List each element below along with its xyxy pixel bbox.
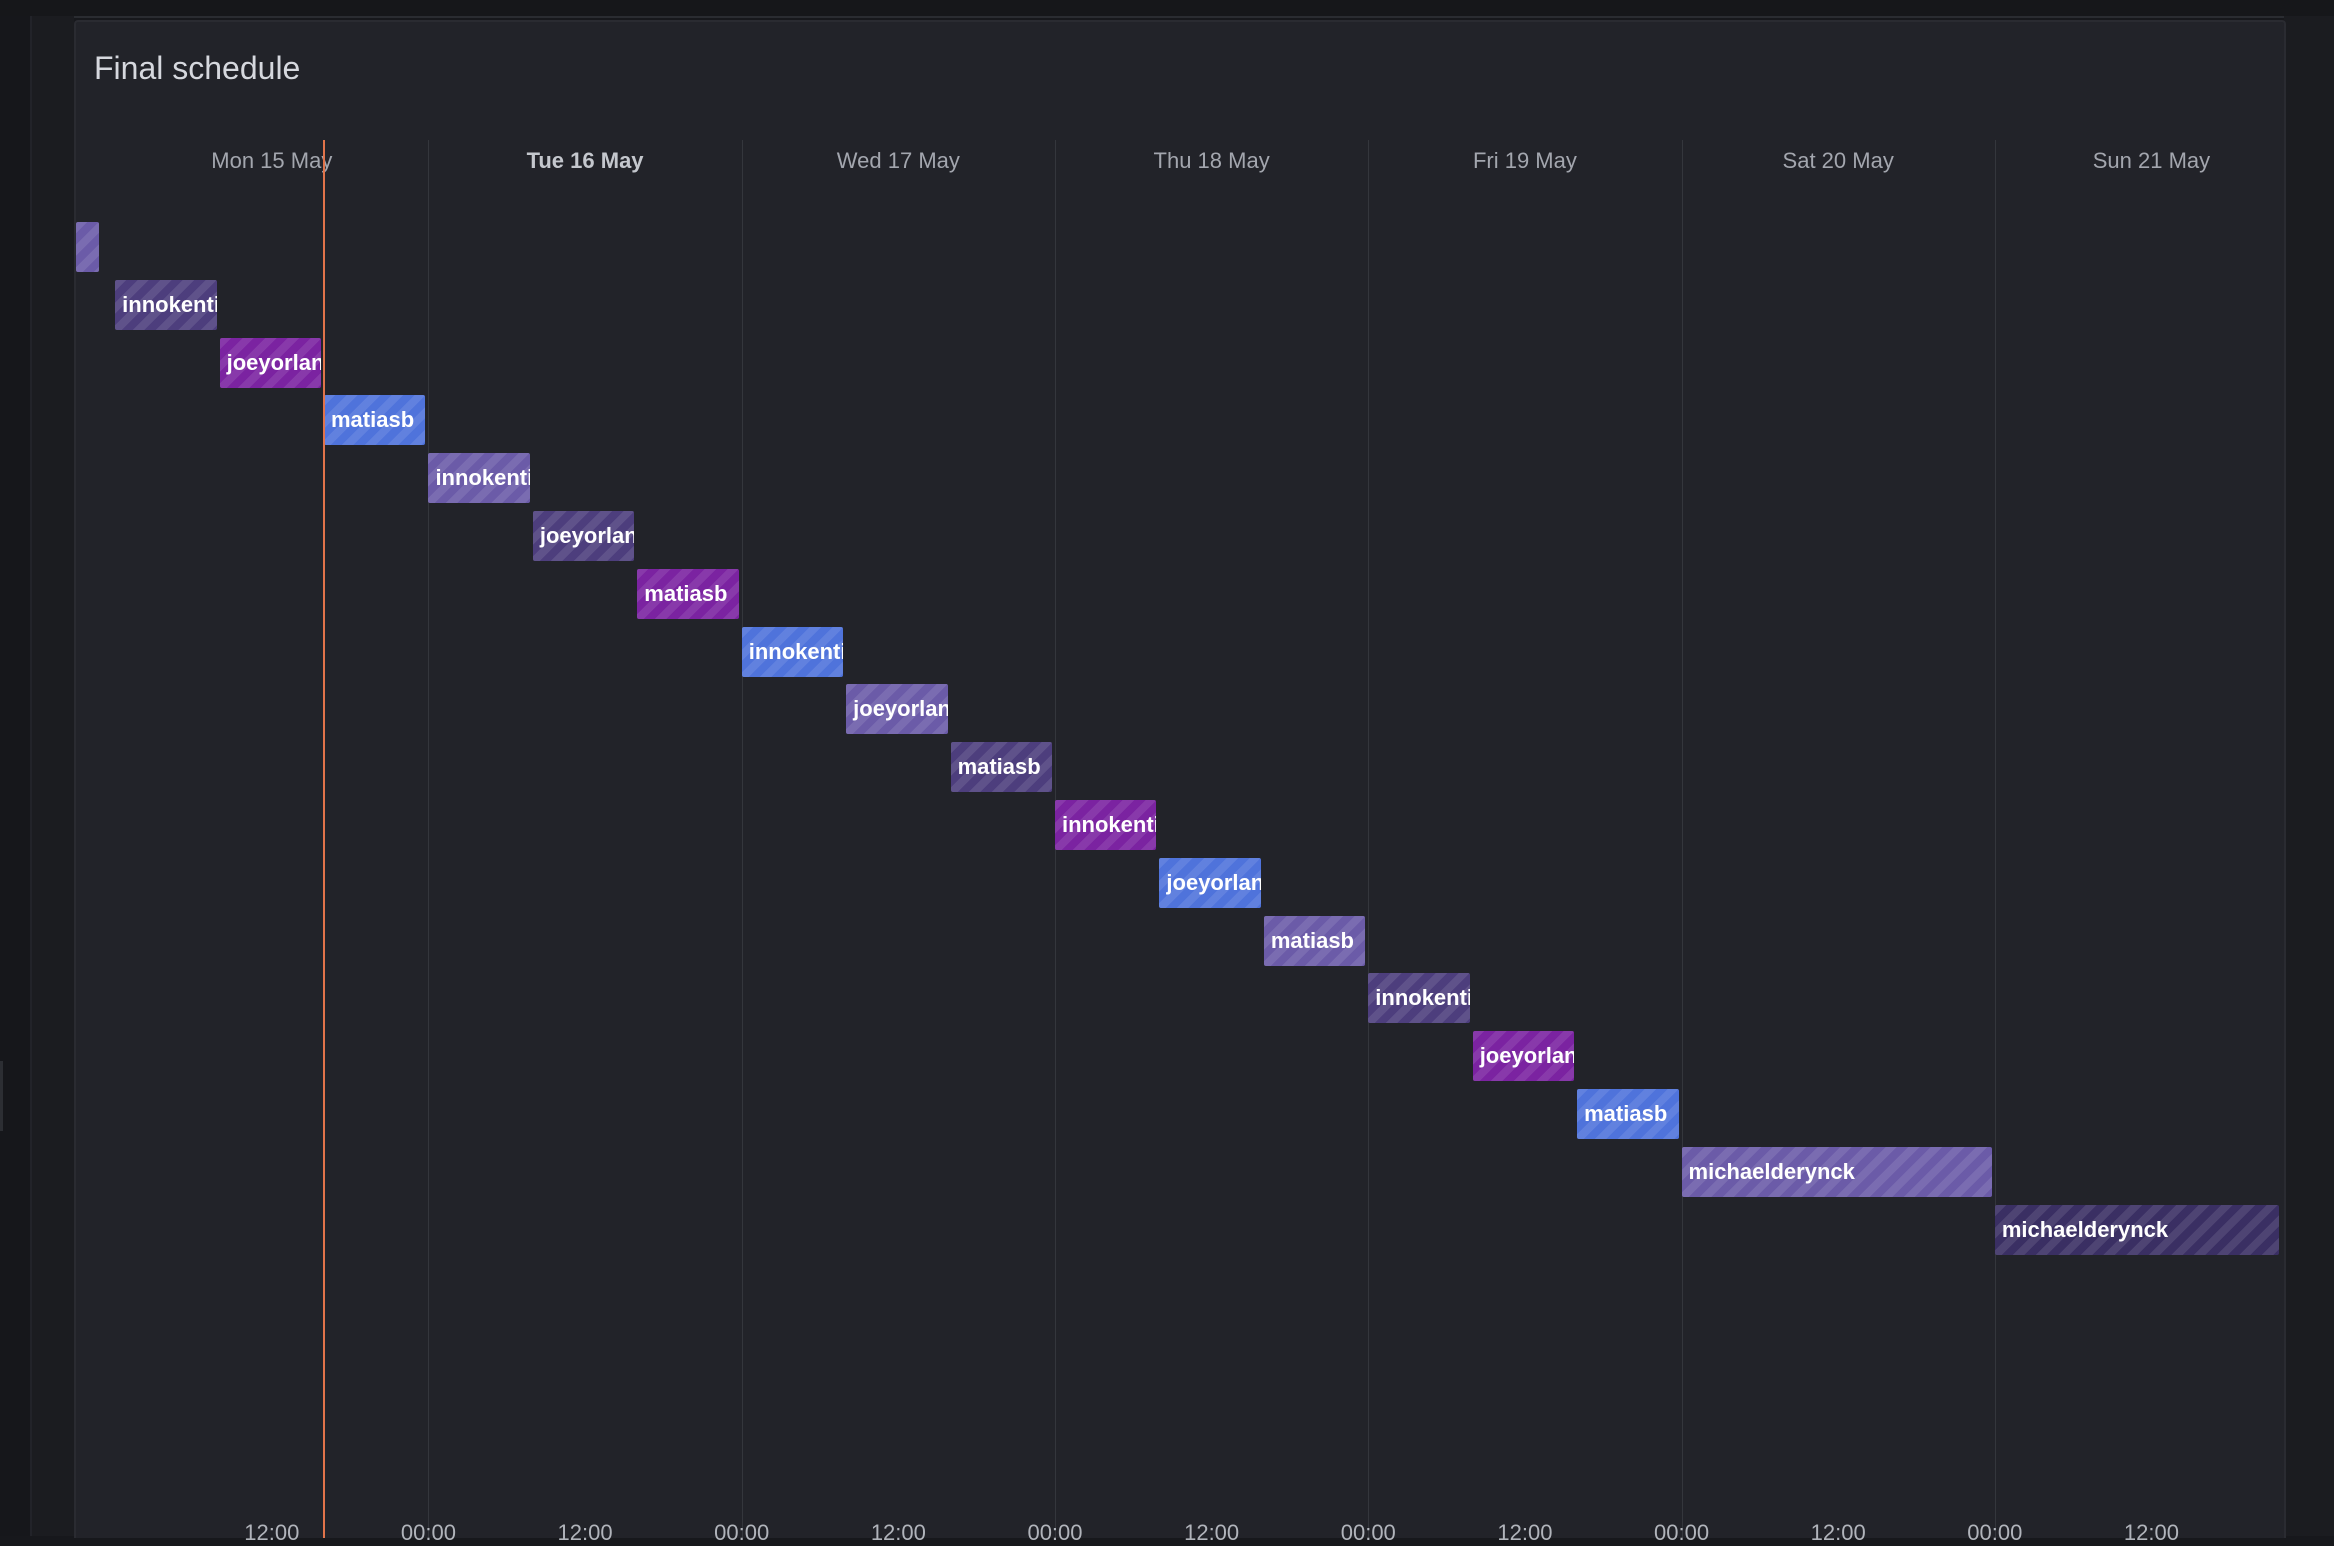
midnight-gridline <box>1681 140 1683 1538</box>
shift-user-label: joeyorlando <box>1479 1043 1575 1069</box>
shift-user-label: innokentii <box>1061 812 1157 837</box>
hour-tick-label: 12:00 <box>557 1520 613 1545</box>
midnight-gridline <box>741 140 743 1538</box>
left-nav-rail <box>0 16 32 1536</box>
shift-user-label: innokentii <box>435 465 530 491</box>
hour-tick-label: 00:00 <box>1027 1520 1083 1545</box>
shift-user-label: joeyorlando <box>539 523 635 548</box>
shift-block[interactable]: michaelderynck <box>1681 1146 1992 1197</box>
day-label: Sun 21 May <box>2092 148 2211 173</box>
shift-user-label: innokentii <box>748 638 844 664</box>
hour-tick-label: 00:00 <box>400 1520 456 1545</box>
current-time-indicator <box>323 140 325 1538</box>
shift-user-label: joeyorlando <box>853 696 948 722</box>
right-gutter <box>2284 16 2334 1536</box>
day-label: Thu 18 May <box>1153 148 1270 173</box>
day-label: Wed 17 May <box>836 148 960 173</box>
hour-tick-label: 12:00 <box>1810 1520 1866 1545</box>
shift-user-label: matiasb <box>644 580 728 606</box>
shift-user-label: matiasb <box>1584 1101 1668 1126</box>
day-label: Fri 19 May <box>1472 148 1577 173</box>
shift-user-label: innokentii <box>1375 985 1470 1011</box>
top-bar <box>0 0 2334 18</box>
shift-block[interactable]: matiasb <box>1263 915 1366 966</box>
shift-stripe-pattern <box>76 222 100 272</box>
nav-rail-indicator <box>0 1061 3 1131</box>
shift-block[interactable]: joeyorlando <box>846 684 948 735</box>
hour-tick-label: 00:00 <box>1654 1520 1710 1545</box>
shift-user-label: matiasb <box>1270 927 1354 953</box>
hour-tick-label: 12:00 <box>1497 1520 1553 1545</box>
shift-user-label: michaelderynck <box>2001 1216 2169 1242</box>
shift-block[interactable]: joeyorlando <box>1159 857 1261 908</box>
shift-block[interactable]: innokentii <box>741 626 844 677</box>
shift-block[interactable]: innokentii <box>428 453 530 504</box>
left-gutter <box>32 16 74 1536</box>
shift-block[interactable]: joeyorlando <box>1472 1031 1575 1082</box>
shift-user-label: innokentii <box>122 291 217 317</box>
shift-user-label: michaelderynck <box>1688 1158 1855 1184</box>
day-label: Sat 20 May <box>1782 148 1894 173</box>
shift-block[interactable]: innokentii <box>115 279 217 330</box>
hour-tick-label: 00:00 <box>1967 1520 2023 1545</box>
shift-block[interactable]: joeyorlando <box>532 511 635 561</box>
shift-user-label: joeyorlando <box>1166 869 1261 895</box>
midnight-gridline <box>1994 140 1996 1538</box>
hour-tick-label: 12:00 <box>1184 1520 1240 1545</box>
hour-tick-label: 12:00 <box>870 1520 926 1545</box>
shift-user-label: matiasb <box>331 407 415 433</box>
shift-block[interactable]: innokentii <box>1054 800 1157 850</box>
shift-block[interactable]: innokentii <box>1368 973 1470 1024</box>
day-label: Tue 16 May <box>526 148 644 173</box>
panel-title: Final schedule <box>94 50 301 86</box>
shift-block[interactable]: matiasb <box>637 568 739 619</box>
shift-block[interactable]: michaelderynck <box>1994 1204 2279 1255</box>
shift-user-label: matiasb <box>957 754 1041 780</box>
midnight-gridline <box>428 140 430 1538</box>
shift-block[interactable]: matiasb <box>1577 1089 1679 1139</box>
hour-tick-label: 12:00 <box>2123 1520 2179 1545</box>
midnight-gridline <box>1368 140 1370 1538</box>
day-label: Mon 15 May <box>211 148 333 173</box>
hour-tick-label: 00:00 <box>1340 1520 1396 1545</box>
shift-block[interactable]: matiasb <box>950 742 1052 793</box>
hour-tick-label: 00:00 <box>714 1520 770 1545</box>
hour-tick-label: 12:00 <box>244 1520 300 1545</box>
shift-user-label: joeyorlando <box>226 349 321 375</box>
shift-block[interactable]: joeyorlando <box>219 337 321 388</box>
final-schedule-panel: Final schedule Mon 15 May Tue 16 May Wed 1… <box>74 20 2286 1545</box>
shift-block[interactable] <box>76 222 100 272</box>
shift-block[interactable]: matiasb <box>324 395 426 446</box>
